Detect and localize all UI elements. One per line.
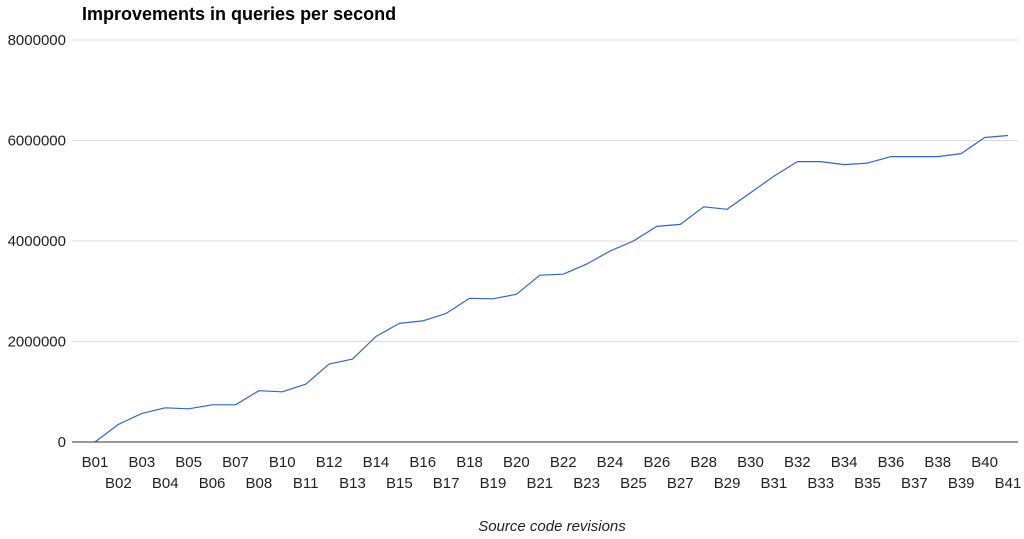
- x-tick-label: B31: [761, 475, 788, 492]
- x-tick-label: B21: [526, 475, 553, 492]
- data-point-B28: [702, 205, 706, 209]
- x-tick-label: B11: [293, 475, 319, 492]
- data-point-B24: [608, 249, 612, 253]
- x-tick-label: B08: [246, 475, 273, 492]
- data-point-B23: [585, 262, 589, 266]
- x-tick-label: B40: [971, 454, 998, 471]
- data-point-B38: [936, 155, 940, 159]
- data-point-B27: [678, 222, 682, 226]
- data-point-B12: [327, 362, 331, 366]
- series-layer: [94, 133, 1010, 443]
- x-tick-label: B13: [339, 475, 366, 492]
- data-point-B17: [444, 311, 448, 315]
- data-point-B32: [795, 160, 799, 164]
- data-point-B19: [491, 297, 495, 301]
- chart-title: Improvements in queries per second: [82, 4, 397, 24]
- gridlines: [72, 39, 1018, 342]
- x-tick-label: B17: [433, 475, 460, 492]
- x-tick-label: B04: [152, 475, 179, 492]
- x-tick-label: B18: [456, 454, 483, 471]
- x-tick-label: B14: [363, 454, 390, 471]
- y-tick-label: 2000000: [8, 334, 66, 351]
- x-tick-label: B37: [901, 475, 928, 492]
- x-axis-ticks: B01 B02 B03 B04 B05 B06 B07 B08 B10 B11 B12 B13 B14 B…: [82, 454, 1022, 492]
- x-tick-label: B23: [573, 475, 600, 492]
- x-tick-label: B38: [924, 454, 951, 471]
- data-point-B40: [983, 135, 987, 139]
- y-tick-label: 4000000: [8, 233, 66, 250]
- data-point-B26: [655, 224, 659, 228]
- data-point-B10: [280, 390, 284, 394]
- data-point-B25: [631, 239, 635, 243]
- x-tick-label: B19: [480, 475, 507, 492]
- x-tick-label: B24: [597, 454, 624, 471]
- series-line-0: [94, 134, 1009, 443]
- data-point-B06: [210, 403, 214, 407]
- y-axis-ticks: 0 2000000 4000000 6000000 8000000: [8, 32, 66, 451]
- data-point-B05: [187, 407, 191, 411]
- x-tick-label: B41: [995, 475, 1022, 492]
- data-point-B08: [257, 389, 261, 393]
- y-tick-label: 6000000: [8, 133, 66, 150]
- data-point-B13: [351, 357, 355, 361]
- x-tick-label: B25: [620, 475, 647, 492]
- x-tick-label: B33: [807, 475, 834, 492]
- x-tick-label: B26: [643, 454, 670, 471]
- data-point-B15: [397, 321, 401, 325]
- data-point-B03: [140, 411, 144, 415]
- x-tick-label: B03: [128, 454, 155, 471]
- x-tick-label: B07: [222, 454, 249, 471]
- data-point-B22: [561, 272, 565, 276]
- data-point-B39: [959, 152, 963, 156]
- x-tick-label: B34: [831, 454, 858, 471]
- data-point-B02: [116, 422, 120, 426]
- x-tick-label: B16: [409, 454, 436, 471]
- x-tick-label: B20: [503, 454, 530, 471]
- y-tick-label: 8000000: [8, 32, 66, 49]
- y-tick-label: 0: [58, 434, 66, 451]
- data-point-B33: [819, 160, 823, 164]
- x-tick-label: B22: [550, 454, 577, 471]
- data-point-B20: [514, 292, 518, 296]
- data-point-B18: [468, 296, 472, 300]
- x-tick-label: B12: [316, 454, 343, 471]
- x-tick-label: B35: [854, 475, 881, 492]
- data-point-B07: [233, 403, 237, 407]
- data-point-B41: [1006, 133, 1010, 137]
- x-tick-label: B39: [948, 475, 975, 492]
- x-tick-label: B02: [105, 475, 132, 492]
- data-point-B16: [421, 319, 425, 323]
- x-tick-label: B10: [269, 454, 296, 471]
- data-point-B37: [912, 155, 916, 159]
- x-tick-label: B06: [199, 475, 226, 492]
- data-point-B11: [304, 382, 308, 386]
- x-tick-label: B30: [737, 454, 764, 471]
- x-tick-label: B29: [714, 475, 741, 492]
- x-tick-label: B01: [82, 454, 109, 471]
- data-point-B30: [748, 191, 752, 195]
- data-point-B14: [374, 334, 378, 338]
- x-tick-label: B05: [175, 454, 202, 471]
- x-tick-label: B27: [667, 475, 694, 492]
- data-point-B36: [889, 155, 893, 159]
- x-tick-label: B32: [784, 454, 811, 471]
- x-tick-label: B15: [386, 475, 413, 492]
- data-point-B21: [538, 273, 542, 277]
- x-axis-label: Source code revisions: [478, 518, 626, 535]
- data-point-B31: [772, 174, 776, 178]
- x-tick-label: B28: [690, 454, 717, 471]
- x-tick-label: B36: [878, 454, 905, 471]
- data-point-B04: [163, 406, 167, 410]
- data-point-B29: [725, 207, 729, 211]
- data-point-B35: [866, 161, 870, 165]
- data-point-B34: [842, 163, 846, 167]
